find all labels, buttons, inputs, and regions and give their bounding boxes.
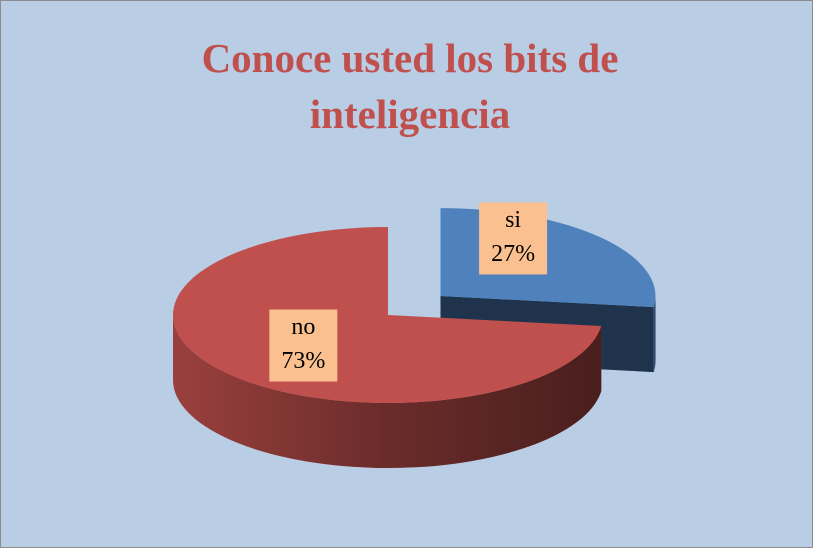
data-label-value: 73%	[281, 348, 325, 374]
data-label: no 73%	[269, 309, 338, 382]
chart-title: Conoce usted los bits de inteligencia	[201, 35, 619, 137]
data-label: si 27%	[479, 202, 548, 275]
slice-wall-shade	[653, 296, 656, 373]
data-label-category: no	[291, 314, 315, 340]
data-label-category: si	[505, 207, 521, 233]
data-label-box	[269, 309, 338, 382]
data-label-box	[479, 202, 548, 275]
data-label-value: 27%	[491, 241, 535, 267]
slice-wall-shade	[173, 315, 602, 469]
slice	[440, 208, 656, 308]
